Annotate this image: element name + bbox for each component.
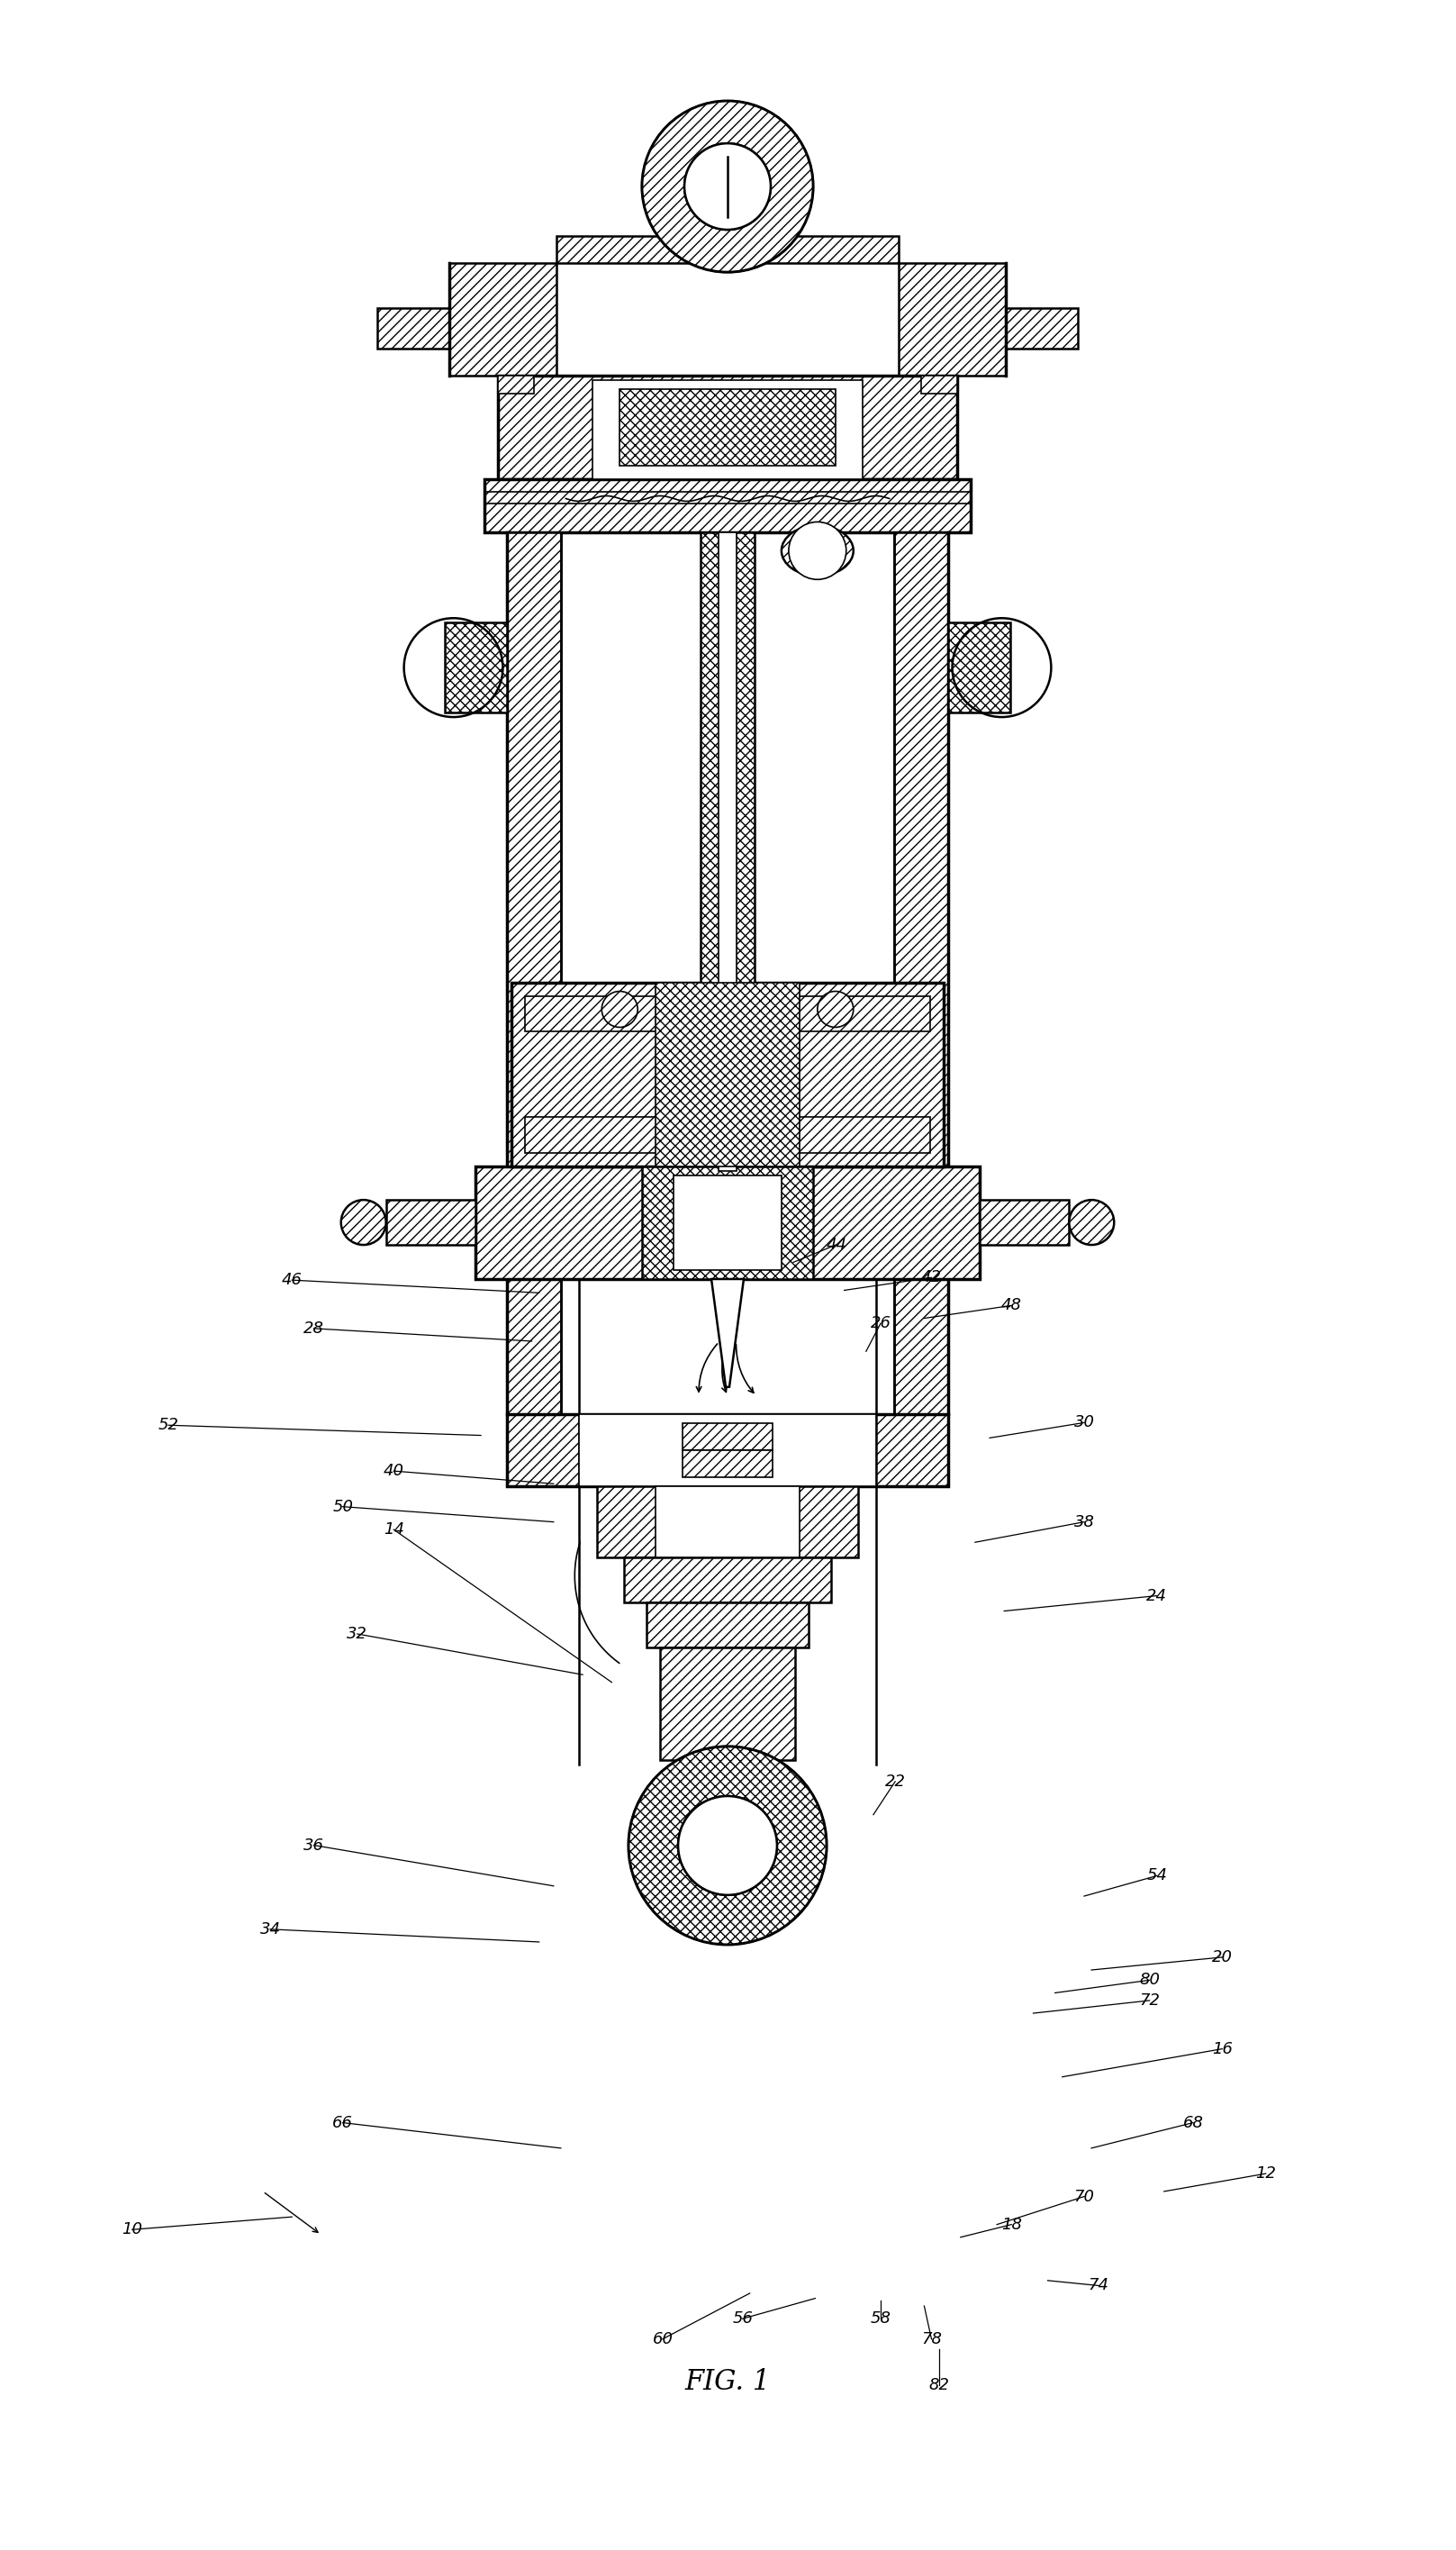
Text: 20: 20 bbox=[1211, 1948, 1233, 1966]
Polygon shape bbox=[920, 375, 957, 393]
Text: 22: 22 bbox=[885, 1772, 906, 1790]
Text: 48: 48 bbox=[1002, 1298, 1022, 1313]
Polygon shape bbox=[948, 622, 1010, 711]
Text: 56: 56 bbox=[732, 2310, 753, 2326]
Bar bbox=[593, 380, 862, 479]
Bar bbox=[683, 1451, 773, 1476]
Text: 44: 44 bbox=[827, 1237, 847, 1252]
Text: 28: 28 bbox=[303, 1321, 325, 1336]
Circle shape bbox=[678, 1795, 778, 1895]
Text: 30: 30 bbox=[1073, 1415, 1095, 1431]
Circle shape bbox=[341, 1201, 386, 1244]
Bar bbox=[625, 1558, 831, 1604]
Text: 80: 80 bbox=[1139, 1971, 1160, 1989]
Text: 68: 68 bbox=[1182, 2114, 1204, 2132]
Text: 78: 78 bbox=[922, 2331, 942, 2346]
Circle shape bbox=[684, 143, 770, 230]
Text: 52: 52 bbox=[159, 1418, 179, 1433]
Text: 10: 10 bbox=[122, 2221, 143, 2239]
Bar bbox=[980, 1201, 1069, 1244]
Text: 14: 14 bbox=[383, 1522, 405, 1538]
Polygon shape bbox=[448, 263, 556, 375]
Bar bbox=[674, 1176, 782, 1270]
Bar bbox=[660, 1647, 795, 1760]
Text: 16: 16 bbox=[1211, 2040, 1233, 2058]
Text: 54: 54 bbox=[1146, 1867, 1168, 1884]
Bar bbox=[597, 1487, 858, 1558]
Circle shape bbox=[789, 523, 846, 579]
Polygon shape bbox=[498, 375, 534, 393]
Text: 18: 18 bbox=[1002, 2216, 1022, 2234]
Polygon shape bbox=[898, 263, 1006, 375]
Bar bbox=[377, 309, 448, 349]
Bar bbox=[485, 479, 970, 533]
Text: 74: 74 bbox=[1088, 2277, 1109, 2292]
Bar bbox=[526, 1117, 930, 1153]
Bar bbox=[719, 533, 737, 1170]
Polygon shape bbox=[444, 622, 507, 711]
Wedge shape bbox=[629, 1747, 827, 1946]
Bar bbox=[655, 982, 799, 1168]
Text: 82: 82 bbox=[929, 2377, 949, 2392]
Text: 72: 72 bbox=[1139, 1992, 1160, 2009]
Text: 36: 36 bbox=[303, 1836, 325, 1854]
Text: 60: 60 bbox=[652, 2331, 673, 2346]
Text: 50: 50 bbox=[332, 1499, 354, 1515]
Text: 26: 26 bbox=[871, 1316, 891, 1331]
Bar bbox=[642, 1168, 812, 1280]
Circle shape bbox=[629, 1747, 827, 1946]
Text: 38: 38 bbox=[1073, 1515, 1095, 1530]
Text: 42: 42 bbox=[922, 1270, 942, 1285]
Text: 32: 32 bbox=[347, 1627, 368, 1642]
Bar bbox=[386, 1201, 476, 1244]
Text: 40: 40 bbox=[383, 1464, 405, 1479]
Text: 46: 46 bbox=[281, 1272, 303, 1288]
Circle shape bbox=[642, 102, 812, 273]
Bar bbox=[1006, 309, 1077, 349]
Text: FIG. 1: FIG. 1 bbox=[686, 2369, 770, 2397]
Bar bbox=[894, 533, 948, 1413]
Polygon shape bbox=[712, 1280, 744, 1387]
Bar bbox=[476, 1168, 980, 1280]
Text: 58: 58 bbox=[871, 2310, 891, 2326]
Bar bbox=[579, 1413, 877, 1487]
Bar bbox=[556, 237, 898, 263]
Wedge shape bbox=[642, 102, 812, 273]
Bar bbox=[513, 982, 943, 1168]
Circle shape bbox=[817, 992, 853, 1028]
Bar bbox=[526, 997, 930, 1033]
Bar bbox=[507, 533, 561, 1413]
Text: 34: 34 bbox=[259, 1920, 281, 1938]
Bar bbox=[655, 1487, 799, 1558]
Bar bbox=[498, 375, 957, 479]
Ellipse shape bbox=[782, 525, 853, 576]
Circle shape bbox=[601, 992, 638, 1028]
Bar bbox=[683, 1423, 773, 1451]
Circle shape bbox=[1069, 1201, 1114, 1244]
Text: 12: 12 bbox=[1255, 2165, 1275, 2183]
Text: 66: 66 bbox=[332, 2114, 354, 2132]
Bar bbox=[507, 1413, 948, 1487]
Bar bbox=[646, 1604, 808, 1647]
Bar bbox=[620, 388, 836, 464]
Text: 70: 70 bbox=[1073, 2188, 1095, 2206]
Bar bbox=[700, 533, 754, 1170]
Text: 24: 24 bbox=[1146, 1589, 1168, 1604]
